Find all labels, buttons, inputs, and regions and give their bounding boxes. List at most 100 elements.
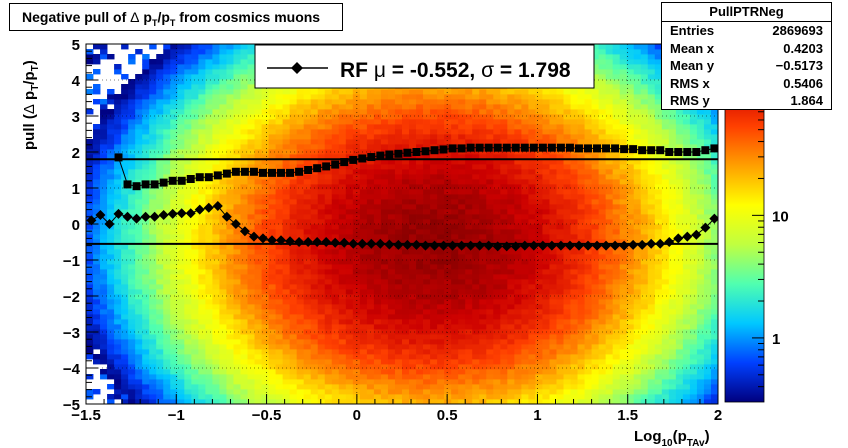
heatmap-cell bbox=[472, 264, 480, 270]
heatmap-cell bbox=[100, 169, 108, 175]
heatmap-cell bbox=[114, 389, 122, 395]
heatmap-cell bbox=[254, 274, 262, 280]
heatmap-cell bbox=[149, 294, 157, 300]
heatmap-cell bbox=[394, 284, 403, 290]
heatmap-cell bbox=[500, 284, 508, 290]
heatmap-cell bbox=[423, 169, 431, 175]
heatmap-cell bbox=[156, 104, 164, 110]
heatmap-cell bbox=[219, 344, 227, 350]
heatmap-cell bbox=[402, 299, 410, 305]
heatmap-cell bbox=[500, 339, 508, 345]
heatmap-cell bbox=[380, 364, 389, 370]
heatmap-cell bbox=[303, 89, 312, 95]
heatmap-cell bbox=[409, 134, 417, 140]
heatmap-cell bbox=[366, 359, 375, 365]
heatmap-cell bbox=[493, 259, 501, 265]
heatmap-cell bbox=[184, 199, 192, 205]
heatmap-cell bbox=[493, 229, 501, 235]
heatmap-cell bbox=[345, 264, 354, 270]
heatmap-cell bbox=[247, 149, 255, 155]
heatmap-cell bbox=[387, 114, 396, 120]
heatmap-cell bbox=[493, 274, 501, 280]
heatmap-cell bbox=[303, 314, 312, 320]
heatmap-cell bbox=[359, 264, 368, 270]
heatmap-cell bbox=[191, 349, 199, 355]
heatmap-cell bbox=[507, 149, 515, 155]
heatmap-cell bbox=[416, 339, 424, 345]
heatmap-cell bbox=[170, 84, 178, 90]
heatmap-cell bbox=[352, 304, 361, 310]
heatmap-cell bbox=[184, 264, 192, 270]
heatmap-cell bbox=[275, 394, 284, 400]
heatmap-cell bbox=[184, 74, 192, 80]
heatmap-cell bbox=[114, 324, 122, 330]
heatmap-cell bbox=[472, 374, 480, 380]
heatmap-cell bbox=[366, 274, 375, 280]
heatmap-cell bbox=[100, 184, 108, 190]
heatmap-cell bbox=[521, 174, 529, 180]
heatmap-cell bbox=[184, 289, 192, 295]
heatmap-cell bbox=[465, 134, 473, 140]
heatmap-cell bbox=[100, 149, 108, 155]
heatmap-cell bbox=[577, 234, 585, 240]
heatmap-cell bbox=[409, 314, 417, 320]
heatmap-cell bbox=[219, 349, 227, 355]
heatmap-cell bbox=[170, 234, 178, 240]
heatmap-cell bbox=[198, 134, 206, 140]
heatmap-cell bbox=[352, 169, 361, 175]
heatmap-cell bbox=[324, 244, 333, 250]
heatmap-cell bbox=[121, 294, 129, 300]
heatmap-cell bbox=[296, 369, 305, 375]
heatmap-cell bbox=[247, 364, 255, 370]
heatmap-cell bbox=[107, 334, 115, 340]
heatmap-cell bbox=[556, 169, 564, 175]
heatmap-cell bbox=[493, 89, 501, 95]
heatmap-cell bbox=[556, 214, 564, 220]
heatmap-cell bbox=[570, 239, 578, 245]
heatmap-cell bbox=[486, 374, 494, 380]
heatmap-cell bbox=[535, 344, 543, 350]
heatmap-cell bbox=[402, 139, 410, 145]
heatmap-cell bbox=[303, 374, 312, 380]
heatmap-cell bbox=[430, 209, 438, 215]
heatmap-cell bbox=[514, 159, 522, 165]
heatmap-cell bbox=[135, 244, 143, 250]
heatmap-cell bbox=[577, 189, 585, 195]
heatmap-cell bbox=[542, 94, 550, 100]
heatmap-cell bbox=[86, 284, 94, 290]
heatmap-cell bbox=[212, 154, 220, 160]
heatmap-cell bbox=[261, 284, 269, 290]
heatmap-cell bbox=[191, 399, 199, 404]
heatmap-cell bbox=[387, 214, 396, 220]
heatmap-cell bbox=[493, 314, 501, 320]
heatmap-cell bbox=[198, 224, 206, 230]
heatmap-cell bbox=[212, 274, 220, 280]
heatmap-cell bbox=[247, 194, 255, 200]
heatmap-cell bbox=[261, 269, 269, 275]
heatmap-cell bbox=[556, 174, 564, 180]
heatmap-cell bbox=[289, 149, 298, 155]
heatmap-cell bbox=[451, 159, 459, 165]
heatmap-cell bbox=[100, 229, 108, 235]
heatmap-cell bbox=[303, 379, 312, 385]
heatmap-cell bbox=[156, 394, 164, 400]
heatmap-cell bbox=[212, 149, 220, 155]
heatmap-cell bbox=[535, 319, 543, 325]
heatmap-cell bbox=[142, 124, 150, 130]
heatmap-cell bbox=[458, 164, 466, 170]
heatmap-cell bbox=[296, 134, 305, 140]
heatmap-cell bbox=[493, 214, 501, 220]
heatmap-cell bbox=[240, 84, 248, 90]
heatmap-cell bbox=[373, 184, 382, 190]
heatmap-cell bbox=[423, 319, 431, 325]
heatmap-cell bbox=[170, 399, 178, 404]
heatmap-cell bbox=[409, 114, 417, 120]
heatmap-cell bbox=[282, 399, 291, 404]
heatmap-cell bbox=[500, 94, 508, 100]
heatmap-cell bbox=[387, 314, 396, 320]
heatmap-cell bbox=[423, 294, 431, 300]
heatmap-cell bbox=[451, 89, 459, 95]
heatmap-cell bbox=[521, 164, 529, 170]
heatmap-cell bbox=[296, 99, 305, 105]
heatmap-cell bbox=[479, 269, 487, 275]
